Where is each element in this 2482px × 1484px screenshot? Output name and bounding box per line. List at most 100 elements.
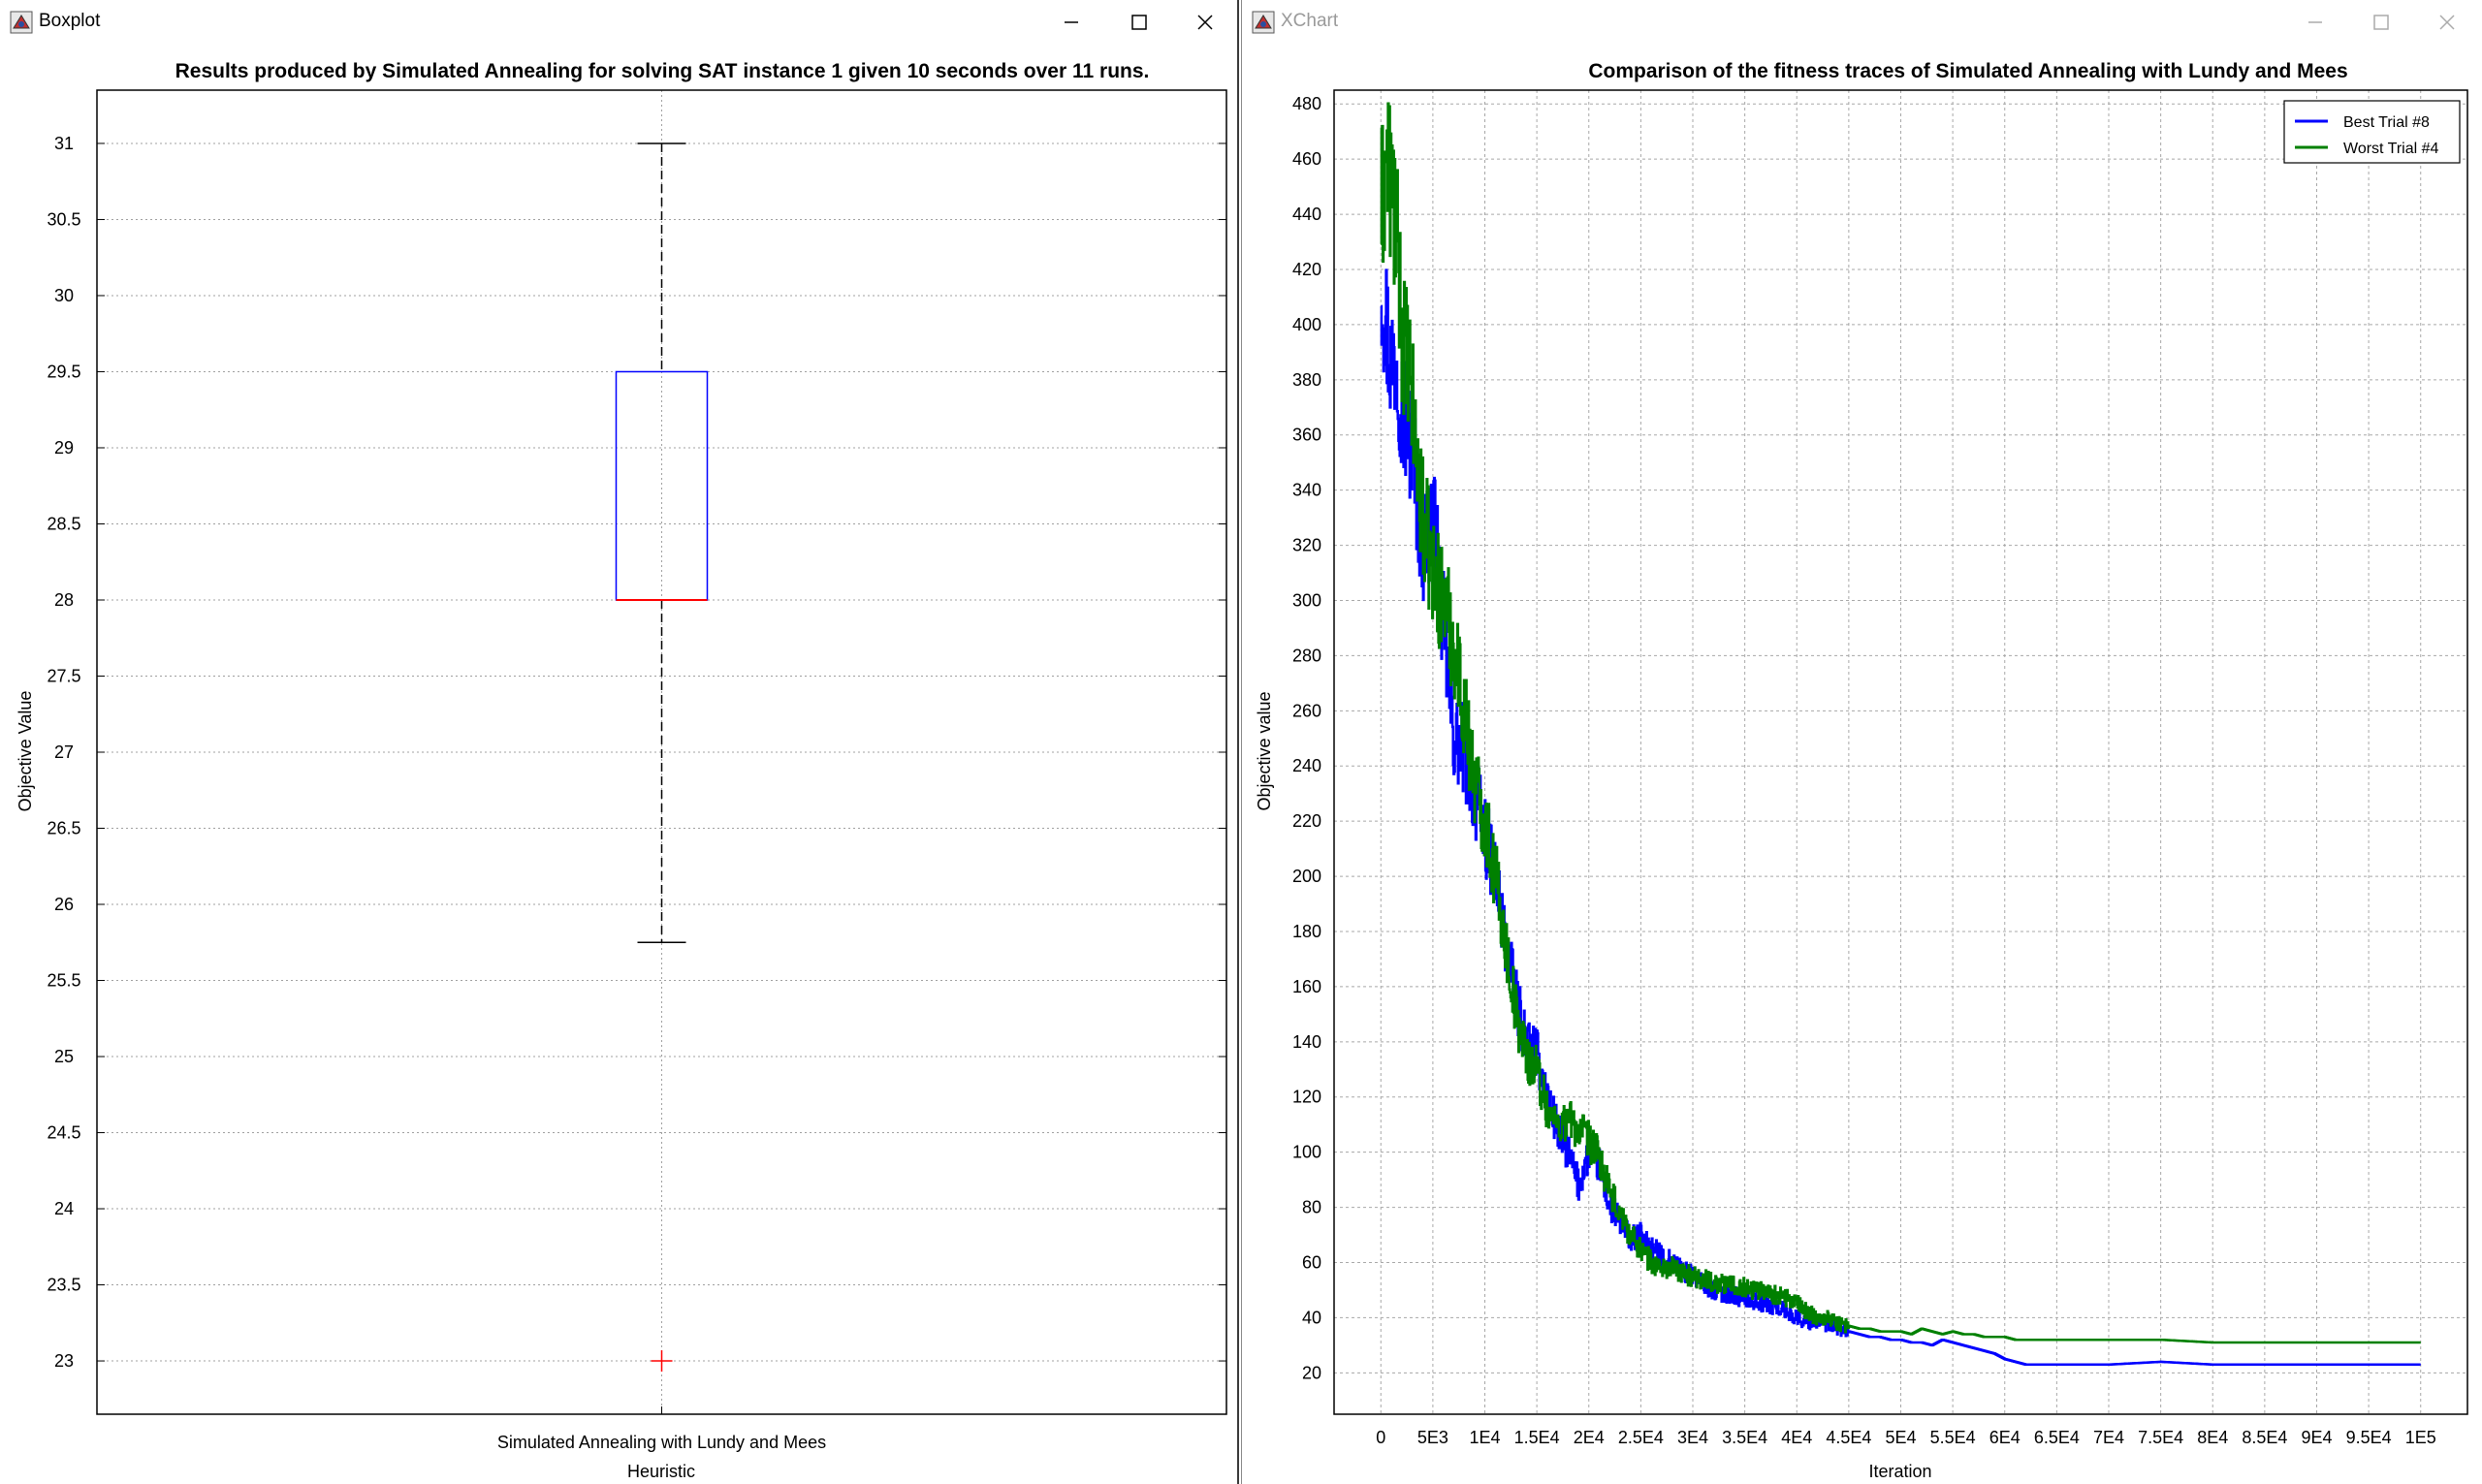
x-tick-label: Simulated Annealing with Lundy and Mees (497, 1433, 826, 1452)
chart-title: Results produced by Simulated Annealing … (175, 60, 1150, 82)
y-tick-label: 23.5 (47, 1276, 80, 1295)
close-icon (1197, 15, 1213, 30)
x-tick-label: 5E4 (1885, 1428, 1916, 1447)
x-tick-label: 3E4 (1677, 1428, 1708, 1447)
boxplot-window: Boxplot Results produced by Simulated An… (0, 0, 1239, 1484)
x-tick-label: 9E4 (2301, 1428, 2332, 1447)
minimize-button[interactable] (2281, 0, 2349, 45)
y-tick-label: 28 (54, 590, 74, 610)
y-tick-label: 27 (54, 742, 74, 762)
close-button[interactable] (2413, 0, 2481, 45)
y-tick-label: 360 (1292, 426, 1321, 445)
y-tick-label: 26.5 (47, 819, 80, 838)
x-tick-label: 8.5E4 (2242, 1428, 2287, 1447)
window-title: XChart (1281, 11, 1339, 31)
y-tick-label: 23 (54, 1351, 74, 1371)
x-tick-label: 1E5 (2405, 1428, 2436, 1447)
java-app-icon (1252, 11, 1275, 34)
fitness-trace-chart: Comparison of the fitness traces of Simu… (1255, 60, 2468, 1481)
x-tick-label: 0 (1376, 1428, 1385, 1447)
y-tick-label: 29 (54, 438, 74, 458)
x-tick-label: 4.5E4 (1826, 1428, 1871, 1447)
y-tick-label: 320 (1292, 536, 1321, 555)
y-tick-label: 60 (1302, 1252, 1321, 1272)
y-tick-label: 27.5 (47, 666, 80, 685)
legend-label: Worst Trial #4 (2343, 141, 2439, 157)
y-tick-label: 280 (1292, 646, 1321, 665)
x-tick-label: 9.5E4 (2346, 1428, 2392, 1447)
x-tick-label: 6.5E4 (2034, 1428, 2080, 1447)
maximize-button[interactable] (1105, 0, 1173, 45)
maximize-button[interactable] (2347, 0, 2415, 45)
x-tick-label: 5.5E4 (1930, 1428, 1976, 1447)
x-tick-labels: Simulated Annealing with Lundy and Mees (497, 1433, 826, 1452)
y-tick-label: 200 (1292, 867, 1321, 886)
y-tick-label: 400 (1292, 315, 1321, 334)
y-tick-label: 80 (1302, 1198, 1321, 1217)
y-tick-label: 220 (1292, 811, 1321, 831)
y-tick-label: 24.5 (47, 1123, 80, 1143)
x-tick-label: 3.5E4 (1722, 1428, 1767, 1447)
x-tick-labels: 0 5E3 1E4 1.5E4 2E4 2.5E4 3E4 3.5E4 4E4 4.5E4 5E4 5… (1376, 1428, 2436, 1447)
y-tick-labels: 20 40 60 80 100 120 140 160 180 200 220 240 260 280 30… (1292, 94, 1321, 1382)
grid-lines (1334, 90, 2467, 1414)
y-axis-label: Objective Value (16, 691, 35, 812)
y-tick-label: 240 (1292, 756, 1321, 775)
y-tick-label: 480 (1292, 94, 1321, 113)
minimize-button[interactable] (1037, 0, 1105, 45)
x-tick-label: 5E3 (1417, 1428, 1448, 1447)
y-tick-label: 100 (1292, 1143, 1321, 1162)
y-tick-label: 26 (54, 895, 74, 914)
y-tick-label: 340 (1292, 481, 1321, 500)
series-line-worst-trial (1380, 102, 2421, 1344)
x-tick-label: 8E4 (2197, 1428, 2228, 1447)
xchart-window: XChart Comparison of the fitness traces … (1241, 0, 2482, 1484)
title-bar[interactable]: XChart (1242, 0, 2482, 45)
legend-box (2283, 100, 2461, 164)
y-tick-label: 40 (1302, 1308, 1321, 1327)
y-tick-label: 30 (54, 286, 74, 305)
box-marks (615, 142, 709, 1373)
window-title: Boxplot (39, 11, 101, 31)
y-tick-label: 28.5 (47, 514, 80, 533)
boxplot-chart: Results produced by Simulated Annealing … (16, 60, 1227, 1481)
chart-title: Comparison of the fitness traces of Simu… (1588, 60, 2347, 82)
y-tick-label: 260 (1292, 701, 1321, 720)
grid-lines (97, 90, 1226, 1414)
x-tick-label: 7.5E4 (2138, 1428, 2183, 1447)
x-tick-label: 2.5E4 (1618, 1428, 1664, 1447)
maximize-icon (1131, 15, 1147, 30)
java-app-icon (10, 11, 33, 34)
y-tick-label: 460 (1292, 149, 1321, 169)
minimize-icon (2308, 21, 2322, 23)
maximize-icon (2373, 15, 2389, 30)
legend-label: Best Trial #8 (2343, 114, 2430, 131)
minimize-icon (1065, 21, 1078, 23)
y-tick-label: 440 (1292, 205, 1321, 224)
y-tick-label: 31 (54, 134, 74, 153)
close-icon (2439, 15, 2455, 30)
plot-area-frame (96, 89, 1227, 1415)
y-tick-label: 30.5 (47, 209, 80, 229)
x-tick-label: 2E4 (1574, 1428, 1605, 1447)
x-tick-label: 1.5E4 (1514, 1428, 1560, 1447)
y-tick-label: 120 (1292, 1088, 1321, 1107)
legend: Best Trial #8 Worst Trial #4 (2283, 100, 2461, 164)
y-tick-label: 25.5 (47, 971, 80, 991)
y-tick-labels: 23 23.5 24 24.5 25 25.5 26 26.5 27 27.5 28 28.5 29 29… (47, 134, 80, 1371)
y-tick-label: 25 (54, 1047, 74, 1066)
close-button[interactable] (1171, 0, 1239, 45)
title-bar[interactable]: Boxplot (0, 0, 1237, 45)
y-tick-label: 160 (1292, 977, 1321, 996)
x-axis-label: Heuristic (627, 1462, 695, 1481)
series-lines (1380, 102, 2421, 1367)
y-tick-label: 140 (1292, 1032, 1321, 1052)
x-tick-label: 4E4 (1781, 1428, 1812, 1447)
x-tick-label: 1E4 (1469, 1428, 1500, 1447)
y-tick-label: 300 (1292, 590, 1321, 610)
y-tick-label: 20 (1302, 1363, 1321, 1382)
y-tick-label: 380 (1292, 370, 1321, 390)
y-tick-label: 180 (1292, 922, 1321, 941)
y-axis-label: Objective value (1255, 691, 1274, 810)
x-tick-label: 7E4 (2093, 1428, 2124, 1447)
